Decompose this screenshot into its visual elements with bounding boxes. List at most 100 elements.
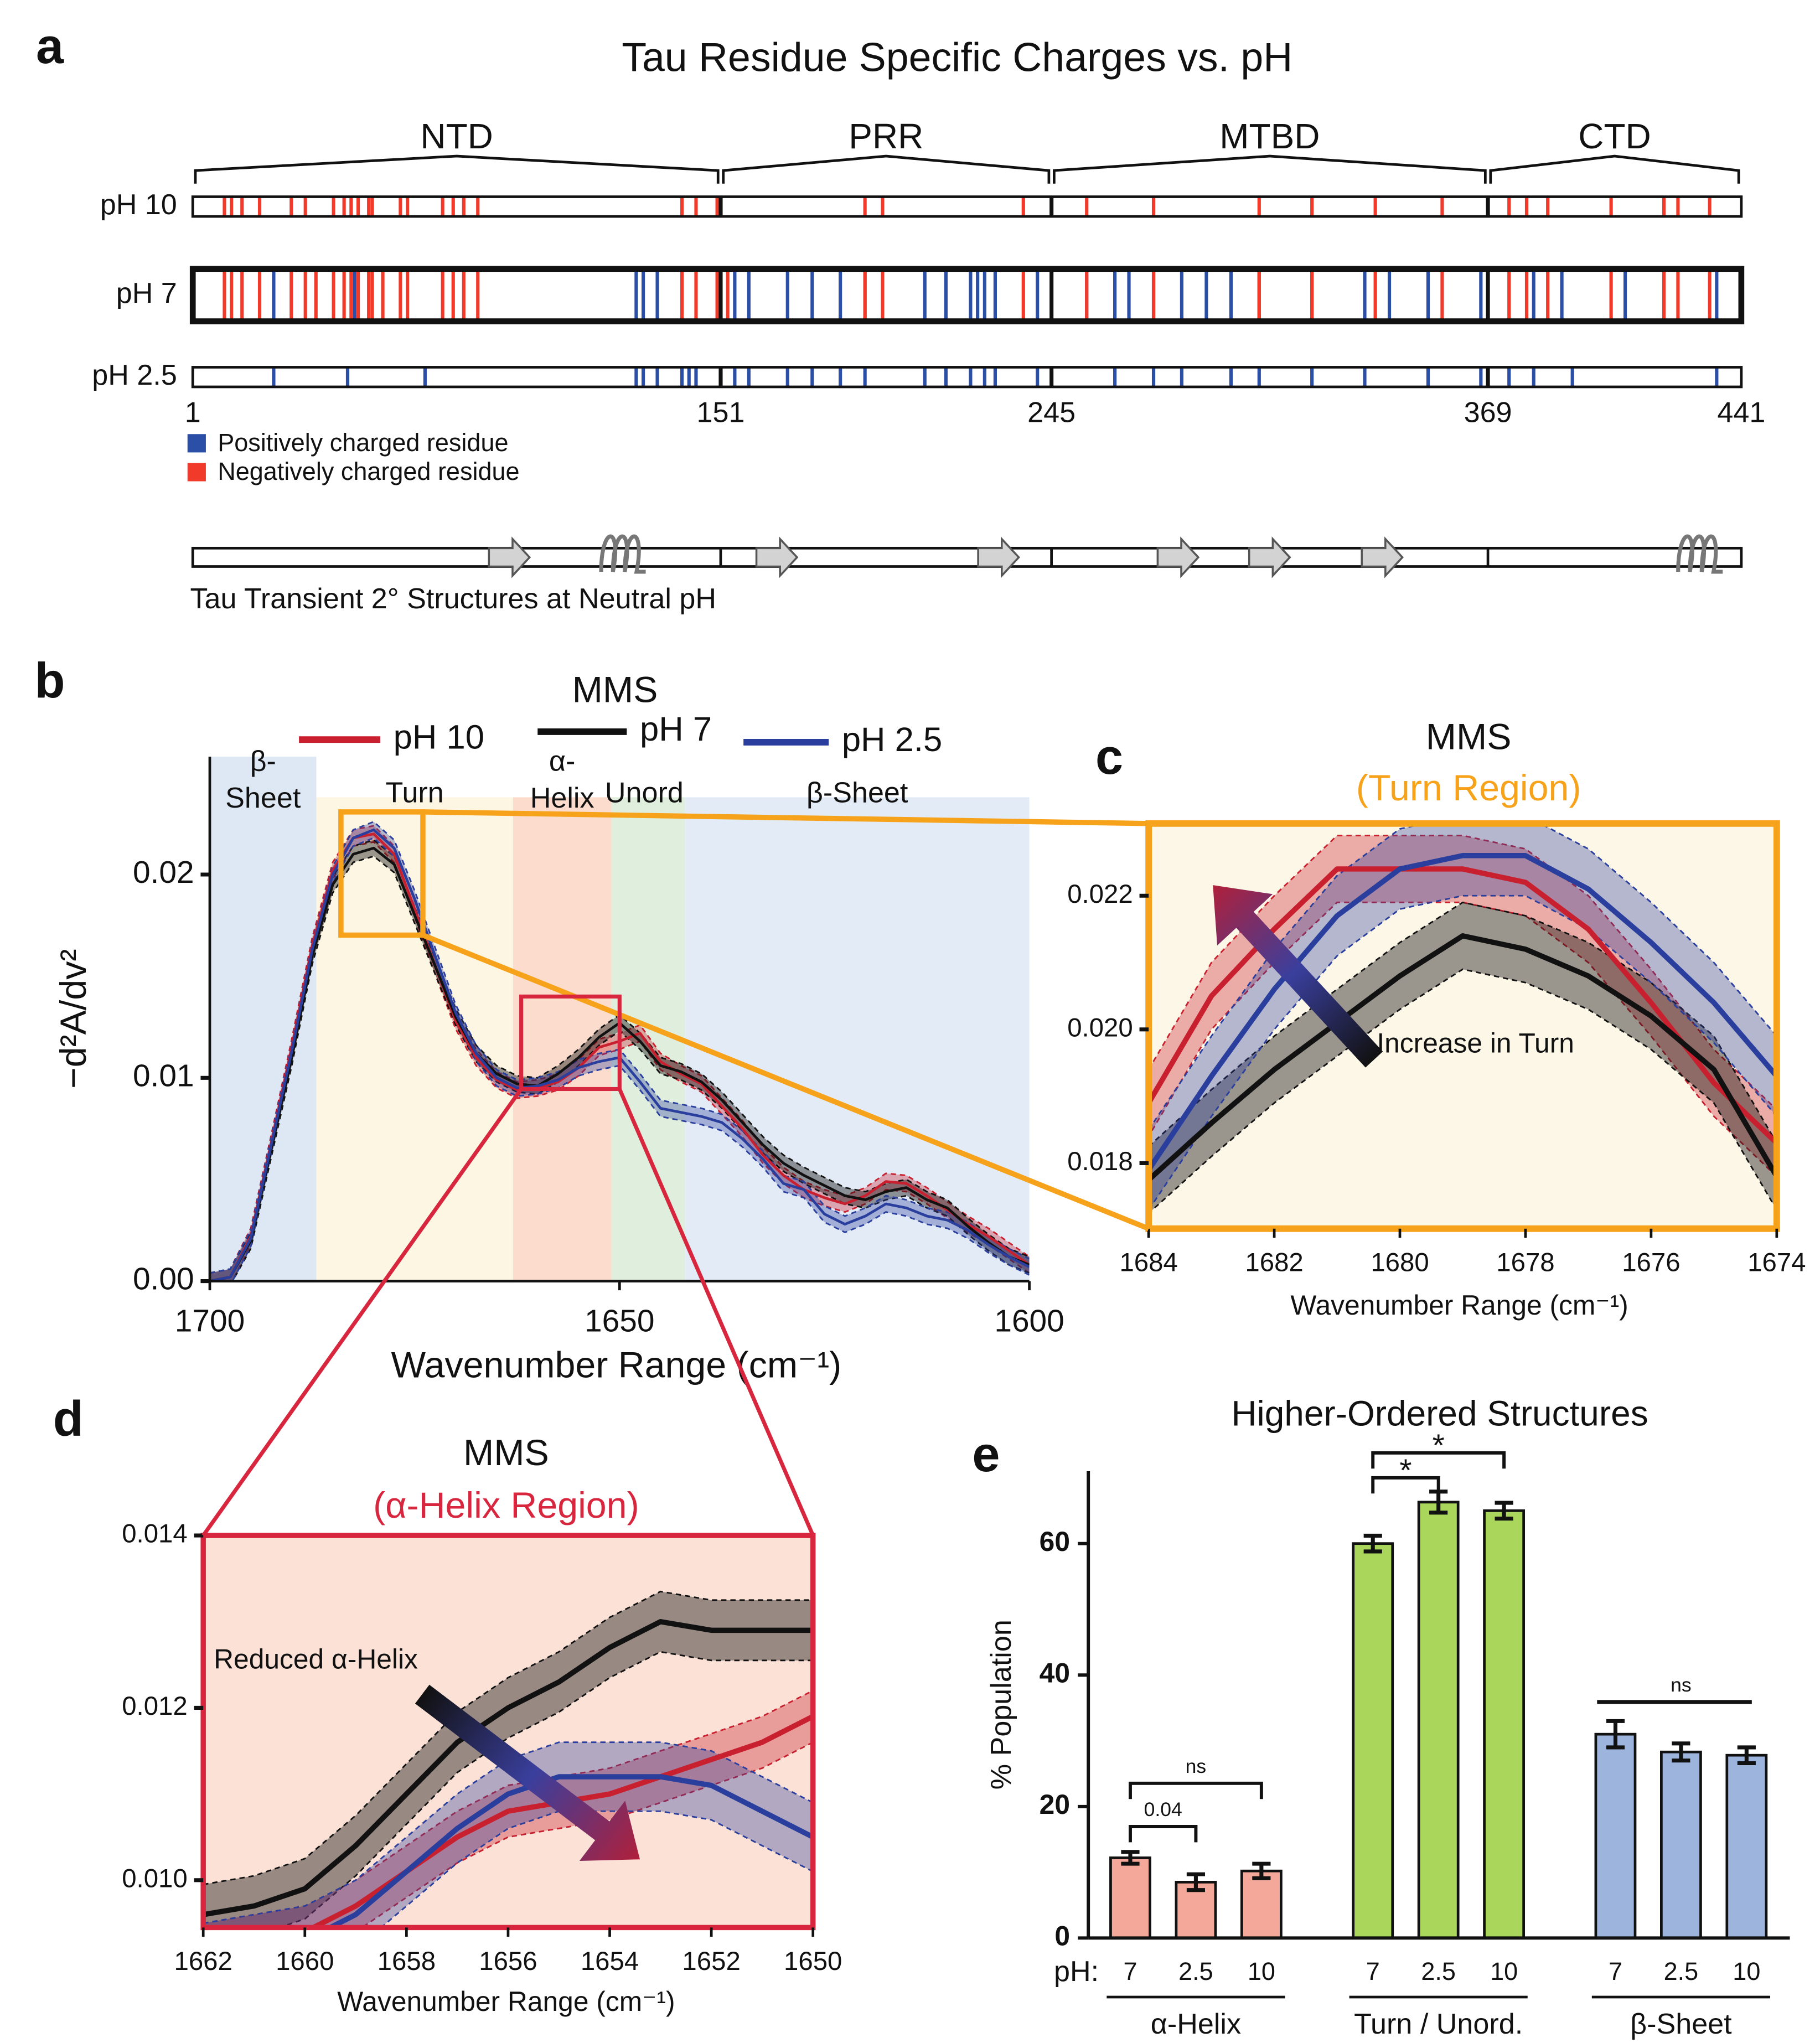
structure-track bbox=[191, 546, 1743, 568]
x-tick-label: 7 bbox=[1609, 1957, 1622, 1985]
legend-label: Negatively charged residue bbox=[218, 457, 519, 485]
x-tick-label: 1676 bbox=[1622, 1248, 1680, 1277]
y-tick-label: 0.020 bbox=[1067, 1013, 1133, 1042]
structure-title: Tau Transient 2° Structures at Neutral p… bbox=[190, 583, 716, 615]
error-bar bbox=[1252, 1861, 1271, 1880]
bar bbox=[1659, 1750, 1702, 1939]
error-bar bbox=[1737, 1745, 1756, 1765]
error-bar bbox=[1606, 1719, 1625, 1750]
chart-title: MMS bbox=[1426, 717, 1512, 758]
group-label: α-Helix bbox=[1151, 2008, 1241, 2040]
residue-track-border bbox=[191, 195, 1743, 218]
panel-label: d bbox=[53, 1392, 84, 1447]
zoom-box bbox=[519, 994, 622, 1092]
error-band bbox=[1149, 902, 1777, 1214]
plot-frame bbox=[1145, 820, 1780, 1232]
x-tick-label: 1 bbox=[185, 396, 201, 428]
x-tick-label: 369 bbox=[1464, 396, 1512, 428]
domain-label: NTD bbox=[420, 116, 493, 156]
error-band bbox=[203, 1742, 813, 1928]
y-tick-label: 0.010 bbox=[122, 1864, 188, 1893]
error-bar bbox=[1121, 1850, 1140, 1866]
panel-label: a bbox=[36, 19, 64, 74]
legend-swatch bbox=[187, 463, 206, 482]
y-axis-label: −d²A/dv² bbox=[53, 949, 94, 1089]
region-shade bbox=[316, 797, 513, 1281]
error-band-edge bbox=[1149, 968, 1777, 1214]
plot-area bbox=[1149, 823, 1777, 1214]
error-band bbox=[1149, 835, 1777, 1177]
zoom-box bbox=[338, 809, 426, 938]
significance-label: * bbox=[1433, 1428, 1445, 1463]
series-line bbox=[1149, 933, 1777, 1182]
row-label: pH 10 bbox=[100, 189, 177, 221]
y-tick-label: 0.018 bbox=[1067, 1147, 1133, 1176]
x-tick-label: 1658 bbox=[378, 1947, 436, 1976]
y-tick-label: 0.01 bbox=[133, 1058, 194, 1093]
y-tick-label: 0.014 bbox=[122, 1519, 188, 1549]
x-tick-label: 7 bbox=[1123, 1957, 1137, 1985]
error-band-edge bbox=[203, 1741, 813, 1925]
error-band-edge bbox=[203, 1590, 813, 1885]
plot-area bbox=[203, 1590, 813, 1928]
bar bbox=[1483, 1509, 1526, 1939]
x-tick-label: 2.5 bbox=[1421, 1957, 1456, 1985]
alpha-helix bbox=[599, 534, 646, 574]
error-band-edge bbox=[380, 1810, 813, 1928]
beta-strand bbox=[488, 536, 531, 578]
beta-strand bbox=[755, 536, 799, 578]
bar bbox=[1594, 1732, 1637, 1939]
series-line bbox=[1149, 853, 1777, 1172]
region-shade bbox=[685, 797, 1030, 1281]
legend-swatch bbox=[187, 434, 206, 453]
x-tick-label: 151 bbox=[696, 396, 744, 428]
x-tick-label: 1678 bbox=[1496, 1248, 1554, 1277]
x-tick-label: 1650 bbox=[784, 1947, 842, 1976]
chart-subtitle: (α-Helix Region) bbox=[373, 1485, 639, 1526]
row-label: pH 7 bbox=[116, 277, 177, 309]
significance-label: ns bbox=[1186, 1755, 1207, 1777]
legend-label: pH 2.5 bbox=[842, 721, 942, 759]
zoom-connector bbox=[422, 809, 1149, 826]
region-label: Turn bbox=[386, 777, 444, 809]
x-tick-label: 1674 bbox=[1747, 1248, 1806, 1277]
annotation: Reduced α-Helix bbox=[214, 1644, 418, 1675]
x-tick-label: 1700 bbox=[175, 1304, 245, 1338]
series-line bbox=[324, 1774, 813, 1928]
significance-bracket bbox=[1371, 1451, 1506, 1469]
x-tick-label: 10 bbox=[1248, 1957, 1275, 1985]
y-tick-label: 0.00 bbox=[133, 1262, 194, 1297]
x-tick-label: 1652 bbox=[682, 1947, 740, 1976]
panel-label: b bbox=[35, 653, 65, 708]
y-tick-label: 0.02 bbox=[133, 855, 194, 890]
series-line bbox=[203, 1619, 813, 1917]
x-axis-label: Wavenumber Range (cm⁻¹) bbox=[337, 1986, 675, 2017]
domain-label: MTBD bbox=[1219, 116, 1320, 156]
bar bbox=[1725, 1754, 1768, 1939]
error-bar bbox=[1363, 1533, 1382, 1554]
x-tick-label: 7 bbox=[1366, 1957, 1380, 1985]
y-tick-label: 0.022 bbox=[1067, 880, 1133, 909]
group-label: β-Sheet bbox=[1630, 2008, 1732, 2040]
error-band-edge bbox=[1149, 901, 1777, 1177]
domain-brace bbox=[194, 154, 720, 184]
annotation: Increase in Turn bbox=[1377, 1027, 1574, 1058]
y-axis-label: % Population bbox=[985, 1620, 1017, 1789]
error-band-edge bbox=[1149, 894, 1777, 1211]
beta-strand bbox=[1156, 536, 1200, 578]
significance-label: ns bbox=[1671, 1674, 1692, 1696]
x-tick-label: 2.5 bbox=[1664, 1957, 1699, 1985]
region-label: α- bbox=[549, 746, 575, 778]
error-band-edge bbox=[1149, 823, 1777, 1130]
legend-label: pH 7 bbox=[640, 710, 712, 748]
x-tick-label: 10 bbox=[1490, 1957, 1518, 1985]
residue-track bbox=[193, 367, 1741, 387]
panel-label: c bbox=[1095, 730, 1123, 785]
panel-label: e bbox=[972, 1427, 1000, 1482]
error-bar bbox=[1672, 1741, 1690, 1763]
beta-strand bbox=[1361, 536, 1404, 578]
x-tick-label: 1660 bbox=[276, 1947, 334, 1976]
x-axis-label: Wavenumber Range (cm⁻¹) bbox=[1290, 1290, 1628, 1321]
series-line bbox=[1149, 866, 1777, 1145]
